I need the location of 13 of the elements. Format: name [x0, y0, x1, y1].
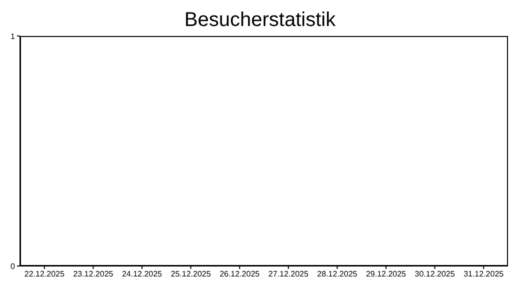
x-tick-label: 25.12.2025: [170, 270, 212, 279]
x-tick-label: 26.12.2025: [220, 270, 260, 279]
y-tick-label: 1: [10, 32, 16, 41]
x-tick-label: 24.12.2025: [122, 270, 163, 279]
y-tick-label: 0: [10, 262, 16, 271]
x-tick-label: 22.12.2025: [24, 270, 65, 279]
x-tick-label: 23.12.2025: [73, 270, 114, 279]
x-tick-label: 31.12.2025: [464, 270, 504, 279]
x-tick-label: 27.12.2025: [268, 270, 309, 279]
x-tick-label: 30.12.2025: [414, 270, 456, 279]
x-tick-label: 28.12.2025: [317, 270, 358, 279]
x-tick-label: 29.12.2025: [366, 270, 407, 279]
chart-title: Besucherstatistik: [183, 8, 337, 32]
